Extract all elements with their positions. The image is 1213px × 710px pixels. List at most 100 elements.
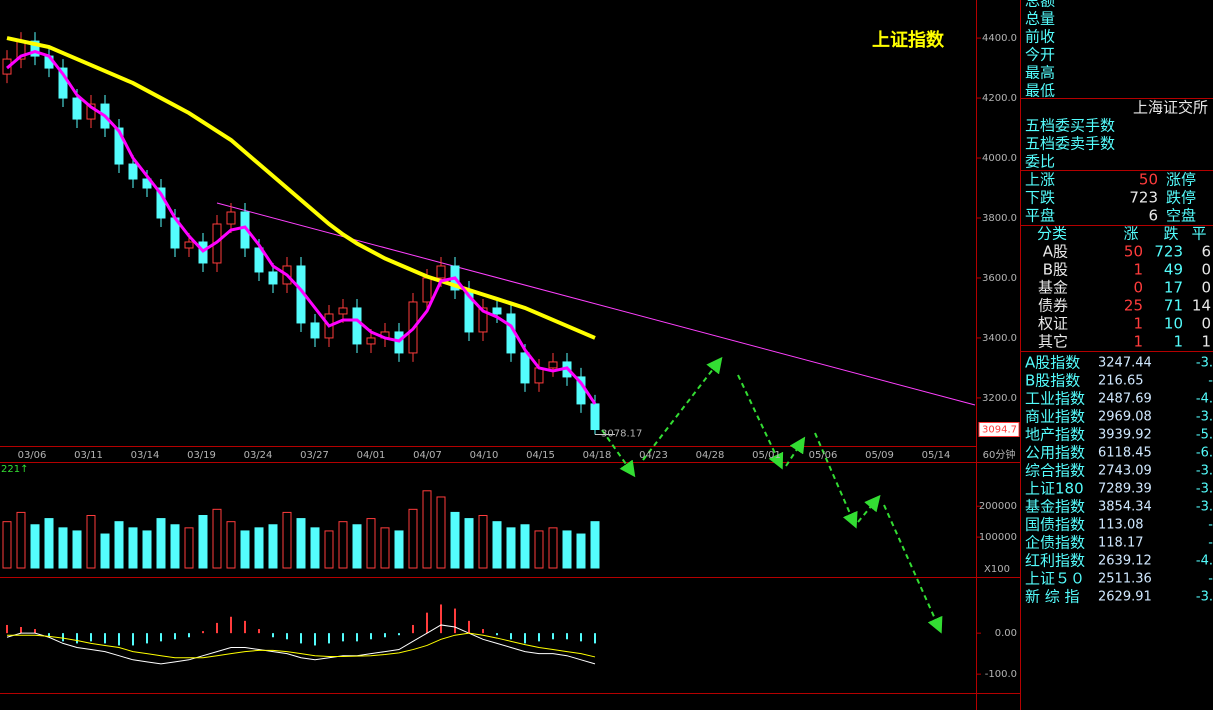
quote-label: 今开 (1025, 46, 1055, 64)
index-name: A股指数 (1025, 354, 1080, 372)
volume-bar (16, 511, 26, 569)
index-change: -5. (1196, 428, 1213, 443)
x-tick-label: 04/28 (696, 450, 725, 461)
volume-bar (408, 508, 418, 569)
exchange-name: 上海证交所 (1133, 99, 1208, 117)
candle-body (254, 247, 264, 273)
index-name: 工业指数 (1025, 390, 1085, 408)
candle-body (58, 67, 68, 99)
volume-tick-label: 100000 (979, 532, 1017, 543)
candle-body (310, 322, 320, 339)
index-change: -4. (1196, 554, 1213, 569)
volume-bar (464, 518, 474, 569)
index-change: -6. (1196, 446, 1213, 461)
volume-tick-label: 200000 (979, 501, 1017, 512)
table-header: 平 (1191, 225, 1206, 243)
quote-label: 总量 (1025, 10, 1055, 28)
volume-bar (198, 515, 208, 569)
breadth-limit: 跌停 (1166, 189, 1196, 207)
index-value: 3854.34 (1098, 500, 1152, 515)
volume-bar (58, 527, 68, 569)
candle-body (128, 163, 138, 180)
candle-body (72, 97, 82, 120)
volume-bar (296, 518, 306, 569)
volume-bar (562, 530, 572, 569)
index-name: 上证５０ (1025, 570, 1085, 588)
moving-average (6, 36, 596, 340)
volume-bar (366, 518, 376, 569)
period-label: 60分钟 (983, 448, 1016, 461)
index-name: 综合指数 (1025, 462, 1085, 480)
x-tick-label: 03/11 (74, 450, 103, 461)
index-change: - (1208, 518, 1213, 533)
volume-bar (534, 530, 544, 569)
table-header: 跌 (1163, 225, 1178, 243)
breadth-limit: 空盘 (1166, 207, 1196, 225)
breadth-label: 平盘 (1025, 207, 1055, 225)
table-cell: 50 (1124, 243, 1143, 261)
price-tag (978, 421, 1020, 437)
breadth-value: 6 (1148, 207, 1158, 225)
volume-bar (310, 527, 320, 569)
volume-bar (128, 527, 138, 569)
table-cell: 25 (1124, 297, 1143, 315)
x-tick-label: 03/14 (131, 450, 160, 461)
index-change: -3. (1196, 500, 1213, 515)
index-name: 新 综 指 (1025, 588, 1080, 606)
volume-bar (268, 524, 278, 569)
table-cell: 0 (1201, 315, 1211, 333)
order-label: 五档委卖手数 (1025, 135, 1115, 153)
quote-label: 最低 (1025, 82, 1055, 100)
index-value: 2743.09 (1098, 464, 1152, 479)
table-cell: 1 (1133, 333, 1143, 351)
candle-body (548, 361, 558, 369)
candle-body (226, 211, 236, 225)
index-name: 公用指数 (1025, 444, 1085, 462)
breadth-value: 50 (1139, 171, 1158, 189)
volume-bar (548, 527, 558, 569)
index-change: - (1208, 374, 1213, 389)
x-tick-label: 03/06 (18, 450, 47, 461)
table-cell: 17 (1164, 279, 1183, 297)
index-value: 3939.92 (1098, 428, 1152, 443)
candle-body (114, 127, 124, 165)
index-change: -3. (1196, 410, 1213, 425)
breadth-value: 723 (1129, 189, 1158, 207)
breadth-label: 下跌 (1025, 189, 1055, 207)
price-tick-label: 3400.0 (982, 333, 1017, 344)
quote-label: 总额 (1025, 0, 1055, 10)
candle-body (30, 40, 40, 57)
table-cell: 0 (1133, 279, 1143, 297)
table-category: 其它 (1038, 333, 1068, 351)
macd-tick-label: 0.00 (995, 628, 1017, 639)
table-category: A股 (1043, 243, 1068, 261)
x-tick-label: 03/19 (187, 450, 216, 461)
table-cell: 0 (1201, 261, 1211, 279)
candle-body (352, 307, 362, 345)
volume-bar (184, 527, 194, 569)
index-value: 3247.44 (1098, 356, 1152, 371)
volume-bar (576, 533, 586, 569)
candle-body (436, 265, 446, 279)
index-value: 2639.12 (1098, 554, 1152, 569)
volume-bar (478, 515, 488, 569)
price-tick-label: 3800.0 (982, 213, 1017, 224)
index-change: -4. (1196, 392, 1213, 407)
table-header: 分类 (1037, 225, 1067, 243)
volume-bar (170, 524, 180, 569)
volume-bar (422, 490, 432, 569)
price-tick-label: 3200.0 (982, 393, 1017, 404)
volume-bar (30, 524, 40, 569)
volume-bar (72, 530, 82, 569)
breadth-label: 上涨 (1025, 171, 1055, 189)
volume-bar (86, 515, 96, 569)
low-annotation: 3078.17 (601, 428, 642, 439)
index-value: 113.08 (1098, 518, 1144, 533)
x-tick-label: 04/07 (413, 450, 442, 461)
volume-bar (450, 511, 460, 569)
table-cell: 1 (1133, 261, 1143, 279)
projection-arrows (601, 356, 943, 634)
table-cell: 1 (1173, 333, 1183, 351)
